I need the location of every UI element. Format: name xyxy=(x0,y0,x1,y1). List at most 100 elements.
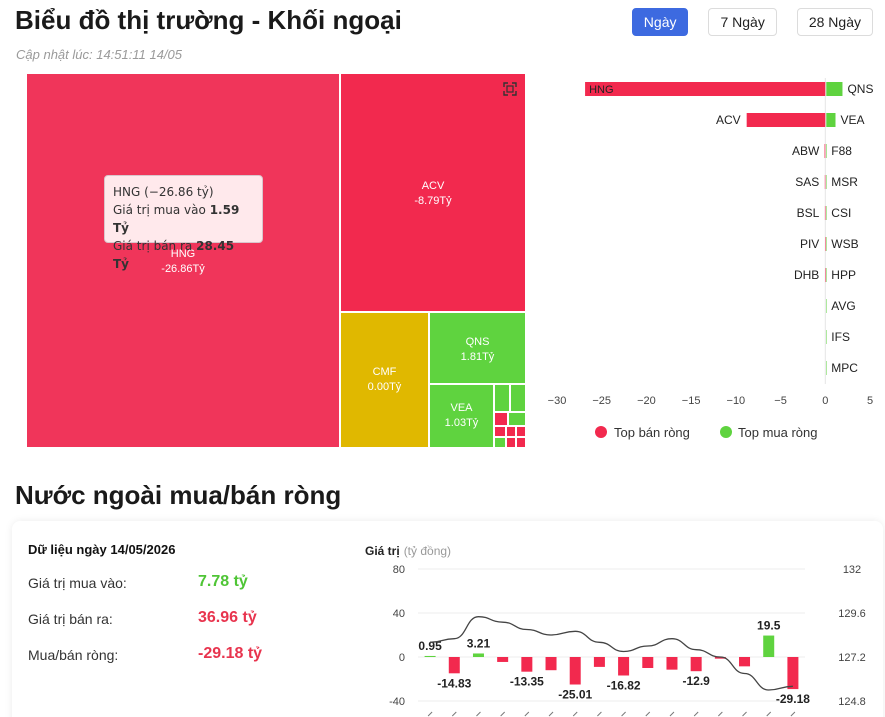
net-bar[interactable] xyxy=(424,655,436,657)
x-tick-label: −5 xyxy=(774,395,787,407)
legend-buy-label[interactable]: Top mua ròng xyxy=(738,425,818,440)
bar-buy-qns[interactable] xyxy=(826,82,843,96)
legend-sell-label[interactable]: Top bán ròng xyxy=(614,425,690,440)
treemap-value-hng: -26.86Tỷ xyxy=(161,263,205,275)
x-tick-mark xyxy=(524,711,530,717)
tooltip-sell-value: 28.45 Tỷ xyxy=(113,239,235,271)
treemap-cell-small[interactable] xyxy=(494,412,508,426)
bar-sell-dhb[interactable] xyxy=(825,268,826,282)
label-sell-dhb: DHB xyxy=(794,268,819,282)
treemap-cell-vea[interactable]: VEA 1.03Tỷ xyxy=(429,384,494,448)
net-bar[interactable] xyxy=(497,657,509,662)
net-bar[interactable] xyxy=(763,635,775,657)
x-tick-mark xyxy=(427,711,433,717)
treemap-label-vea: VEA xyxy=(450,402,473,414)
bar-value-label: -13.35 xyxy=(510,675,544,689)
net-bar[interactable] xyxy=(714,657,726,659)
bar-sell-hng[interactable] xyxy=(585,82,826,96)
treemap-cell-small[interactable] xyxy=(506,426,516,437)
legend-sell-swatch[interactable] xyxy=(595,426,607,438)
label-buy-qns: QNS xyxy=(847,82,873,96)
label-sell-piv: PIV xyxy=(800,237,819,251)
net-bar[interactable] xyxy=(521,657,533,672)
tab-28-days[interactable]: 28 Ngày xyxy=(796,8,873,36)
label-sell-abw: ABW xyxy=(792,144,820,158)
bar-sell-bsl[interactable] xyxy=(824,206,826,220)
y2-tick-label: 127.2 xyxy=(838,652,866,664)
net-bar[interactable] xyxy=(448,657,460,674)
net-bar[interactable] xyxy=(545,657,557,671)
treemap-value-cmf: 0.00Tỷ xyxy=(367,381,402,393)
net-value: -29.18 tỷ xyxy=(198,645,263,662)
summary-title: Dữ liệu ngày 14/05/2026 xyxy=(28,542,176,557)
y2-tick-label: 124.8 xyxy=(838,696,866,708)
net-bar[interactable] xyxy=(593,657,605,667)
net-bar[interactable] xyxy=(618,657,630,676)
x-tick-mark xyxy=(742,711,747,717)
x-tick-label: 5 xyxy=(867,395,873,407)
treemap-cell-acv[interactable]: ACV -8.79Tỷ xyxy=(340,73,526,312)
x-tick-mark xyxy=(621,711,626,717)
treemap-cell-small[interactable] xyxy=(494,437,506,448)
period-tabs: Ngày 7 Ngày 28 Ngày xyxy=(631,8,873,36)
bar-buy-vea[interactable] xyxy=(826,113,836,127)
page-title: Biểu đồ thị trường - Khối ngoại xyxy=(15,5,402,35)
bar-buy-hpp[interactable] xyxy=(826,268,827,282)
bar-sell-acv[interactable] xyxy=(746,113,826,127)
treemap-cell-small[interactable] xyxy=(494,426,506,437)
bar-sell-piv[interactable] xyxy=(825,237,826,251)
bar-value-label: -29.18 xyxy=(776,692,810,706)
bar-buy-csi[interactable] xyxy=(826,206,827,220)
bar-value-label: 3.21 xyxy=(467,636,491,650)
net-bar[interactable] xyxy=(569,657,581,685)
net-bar[interactable] xyxy=(472,653,484,657)
bar-buy-msr[interactable] xyxy=(826,175,827,189)
bar-buy-ifs[interactable] xyxy=(826,330,827,344)
label-sell-acv: ACV xyxy=(716,113,741,127)
treemap-cell-small[interactable] xyxy=(506,437,516,448)
bar-buy-wsb[interactable] xyxy=(826,237,827,251)
tooltip-sell-row: Giá trị bán ra 28.45 Tỷ xyxy=(113,237,254,273)
x-tick-mark xyxy=(597,711,602,717)
bar-value-label: -12.9 xyxy=(682,674,710,688)
treemap-cell-small[interactable] xyxy=(510,384,526,412)
treemap: HNG -26.86Tỷ ACV -8.79Tỷ CMF 0.00Tỷ QNS xyxy=(26,73,526,448)
tooltip-title: HNG (−26.86 tỷ) xyxy=(113,185,214,199)
section-title: Nước ngoài mua/bán ròng xyxy=(15,480,342,510)
net-bar[interactable] xyxy=(739,657,751,667)
tab-day[interactable]: Ngày xyxy=(631,8,689,36)
treemap-cell-hng[interactable]: HNG -26.86Tỷ xyxy=(26,73,340,448)
label-buy-f88: F88 xyxy=(831,144,852,158)
bar-sell-sas[interactable] xyxy=(824,175,826,189)
y-tick-label: 40 xyxy=(393,608,405,620)
bar-buy-f88[interactable] xyxy=(826,144,827,158)
treemap-cell-small[interactable] xyxy=(508,412,526,426)
net-bar[interactable] xyxy=(690,657,702,672)
net-bar[interactable] xyxy=(642,657,654,668)
net-bar[interactable] xyxy=(666,657,678,670)
treemap-cell-qns[interactable]: QNS 1.81Tỷ xyxy=(429,312,526,384)
x-tick-mark xyxy=(548,711,554,717)
bar-buy-mpc[interactable] xyxy=(826,361,827,375)
treemap-cell-small[interactable] xyxy=(516,437,526,448)
x-tick-label: −25 xyxy=(592,395,611,407)
x-tick-label: −10 xyxy=(727,395,746,407)
legend-buy-swatch[interactable] xyxy=(720,426,732,438)
bar-value-label: 19.5 xyxy=(757,619,781,633)
bar-sell-abw[interactable] xyxy=(824,144,826,158)
buy-value: 7.78 tỷ xyxy=(198,573,248,590)
net-flow-chart: Giá trị (tỷ đồng) 80 40 0 -40 132 129.6 127.2 124… xyxy=(365,544,866,717)
fullscreen-icon[interactable] xyxy=(503,82,517,96)
treemap-cell-small[interactable] xyxy=(516,426,526,437)
net-bar[interactable] xyxy=(787,657,799,690)
x-tick-mark xyxy=(766,711,772,717)
treemap-cell-cmf[interactable]: CMF 0.00Tỷ xyxy=(340,312,429,448)
tooltip-buy-label: Giá trị mua vào xyxy=(113,203,206,217)
bar-buy-avg[interactable] xyxy=(826,299,827,313)
x-tick-mark xyxy=(790,711,796,717)
label-sell-bsl: BSL xyxy=(797,206,820,220)
tab-7-days[interactable]: 7 Ngày xyxy=(708,8,777,36)
tooltip-buy-value: 1.59 Tỷ xyxy=(113,203,240,235)
treemap-cell-small[interactable] xyxy=(494,384,510,412)
